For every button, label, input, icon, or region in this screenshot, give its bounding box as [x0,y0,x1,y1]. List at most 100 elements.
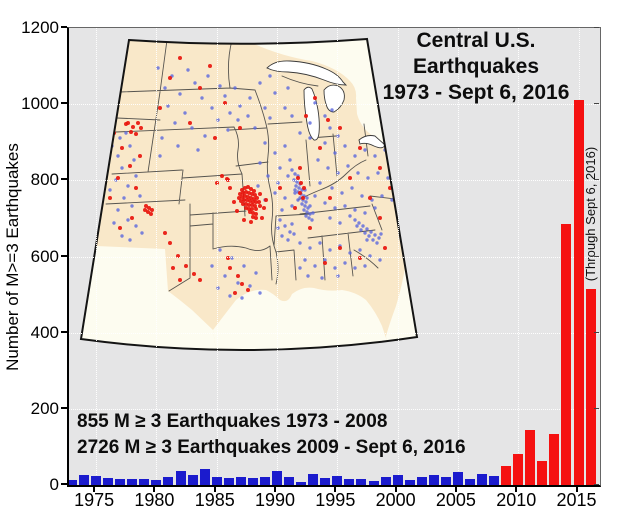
y-tick-mark-right [594,179,599,181]
quake-dot-pre2009 [353,208,357,212]
quake-dot-pre2009 [318,241,322,245]
quake-dot-pre2009 [320,276,324,280]
quake-dot-pre2009 [128,238,132,242]
quake-dot-2009on [318,146,322,150]
quake-dot-pre2009 [294,184,298,188]
quake-dot-pre2009 [108,188,112,192]
y-tick-mark [61,330,67,333]
quake-dot-2009on [258,204,262,208]
bar-2005-blue [452,471,463,485]
quake-dot-pre2009 [365,238,369,242]
quake-dot-pre2009 [410,201,414,205]
quake-dot-2009on [150,208,154,212]
x-tick-mark [153,486,156,492]
quake-dot-2009on [223,101,227,105]
quake-dot-pre2009 [124,131,128,135]
quake-dot-pre2009 [412,222,416,226]
quake-dot-pre2009 [134,224,138,228]
quake-dot-2009on [249,187,253,191]
quake-dot-pre2009 [353,154,357,158]
x-tick-mark [575,486,578,492]
quake-dot-pre2009 [413,211,417,215]
quake-dot-pre2009 [346,164,350,168]
chart-title-line1: Central U.S. [416,29,536,52]
quake-dot-pre2009 [350,186,354,190]
quake-dot-2009on [198,86,202,90]
quake-dot-pre2009 [263,141,267,145]
quake-dot-pre2009 [357,221,361,225]
y-tick-mark [61,254,67,257]
y-tick-label: 1200 [21,18,59,37]
quake-dot-pre2009 [323,258,327,262]
quake-dot-2009on [408,241,412,245]
quake-dot-pre2009 [308,121,312,125]
quake-dot-pre2009 [390,198,394,202]
quake-dot-pre2009 [373,154,377,158]
map-gulf-region [213,287,387,351]
quake-dot-2009on [131,125,135,129]
quake-dot-pre2009 [126,218,130,222]
quake-dot-pre2009 [333,206,337,210]
quake-dot-pre2009 [303,258,307,262]
quake-dot-2009on [383,246,387,250]
quake-dot-pre2009 [278,166,282,170]
quake-dot-pre2009 [293,188,297,192]
quake-dot-2009on [158,106,162,110]
quake-dot-2009on [163,231,167,235]
quake-dot-2009on [232,200,236,204]
quake-dot-2009on [188,121,192,125]
quake-dot-pre2009 [338,221,342,225]
quake-dot-pre2009 [304,214,308,218]
quake-dot-pre2009 [375,241,379,245]
quake-dot-2009on [128,164,132,168]
v-gridline [397,28,399,485]
quake-dot-2009on [143,208,147,212]
quake-dot-pre2009 [308,212,312,216]
quake-dot-pre2009 [210,264,214,268]
quake-dot-pre2009 [116,208,120,212]
bar-1979-blue [139,478,150,485]
y-tick-label: 400 [30,322,59,342]
quake-dot-pre2009 [203,134,207,138]
bar-1992-blue [296,481,307,485]
bar-1983-blue [187,475,198,485]
x-tick-mark [394,486,397,492]
y-tick-mark-right [594,103,599,105]
quake-dot-pre2009 [379,232,383,236]
quake-dot-pre2009 [134,174,138,178]
quake-dot-pre2009 [233,86,237,90]
x-tick-label: 2015 [556,490,597,510]
quake-dot-pre2009 [206,74,210,78]
quake-dot-2009on [213,136,217,140]
quake-dot-pre2009 [353,218,357,222]
map-canada-region [250,39,387,150]
quake-dot-pre2009 [297,186,301,190]
quake-dot-2009on [118,226,122,230]
bar-1976-blue [103,478,114,485]
quake-dot-pre2009 [116,154,120,158]
quake-dot-2009on [246,288,250,292]
quake-dot-pre2009 [298,131,302,135]
quake-dot-2009on [238,126,242,130]
quake-dot-pre2009 [280,234,284,238]
quake-dot-pre2009 [106,131,110,135]
bar-1990-blue [272,471,283,485]
quake-dot-pre2009 [371,238,375,242]
quake-dot-pre2009 [326,166,330,170]
quake-dot-pre2009 [376,171,380,175]
quake-dot-pre2009 [283,106,287,110]
quake-dot-pre2009 [122,196,126,200]
quake-dot-pre2009 [403,161,407,165]
x-tick-mark [274,486,277,492]
quake-dot-2009on [246,185,250,189]
quake-dot-pre2009 [363,211,367,215]
quake-dot-pre2009 [290,204,294,208]
quake-dot-pre2009 [176,144,180,148]
chart-title-line2: Earthquakes [412,55,540,78]
quake-dot-pre2009 [246,114,250,118]
quake-dot-2009on [178,56,182,60]
quake-dot-pre2009 [283,144,287,148]
v-gridline [277,28,279,485]
quake-dot-pre2009 [248,284,252,288]
quake-dot-pre2009 [373,233,377,237]
